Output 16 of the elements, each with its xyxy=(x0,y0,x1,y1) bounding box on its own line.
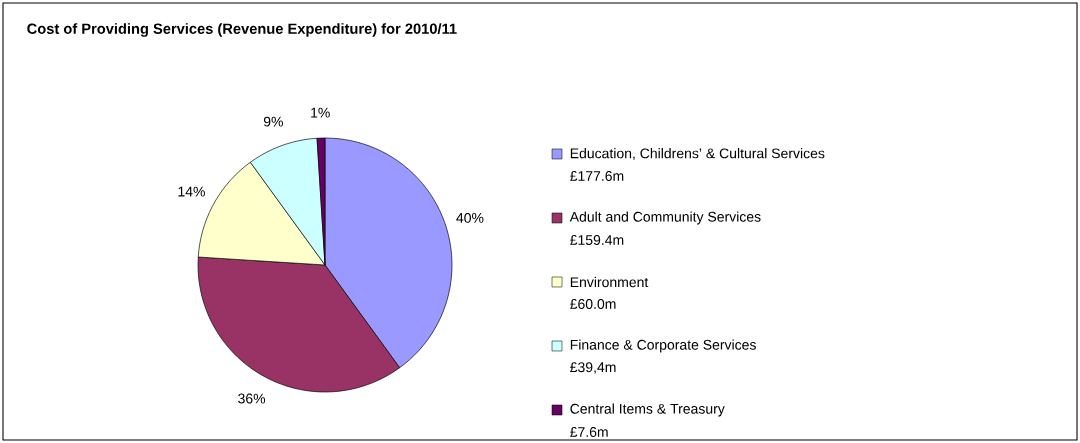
data-label: 1% xyxy=(311,107,330,118)
legend-label: Adult and Community Services xyxy=(569,211,761,225)
legend-label: Environment xyxy=(570,276,649,288)
text: £177.6m xyxy=(570,171,624,181)
text: £39,4m xyxy=(570,362,616,374)
legend-label: Central Items & Treasury xyxy=(570,403,725,417)
data-label: 14% xyxy=(178,186,205,197)
data-label: 40% xyxy=(456,212,484,223)
text: £60.0m xyxy=(570,299,616,309)
text: £159.4m xyxy=(570,235,624,245)
legend-label: Education, Childrens’ & Cultural Services xyxy=(570,148,825,160)
data-label: 36% xyxy=(238,393,266,404)
chart-title: Cost of Providing Services (Revenue Expenditure) for 2010/11 xyxy=(27,23,457,37)
data-label: 9% xyxy=(263,116,283,127)
text: £7.6m xyxy=(570,427,608,437)
legend-label: Finance & Corporate Services xyxy=(570,339,756,353)
